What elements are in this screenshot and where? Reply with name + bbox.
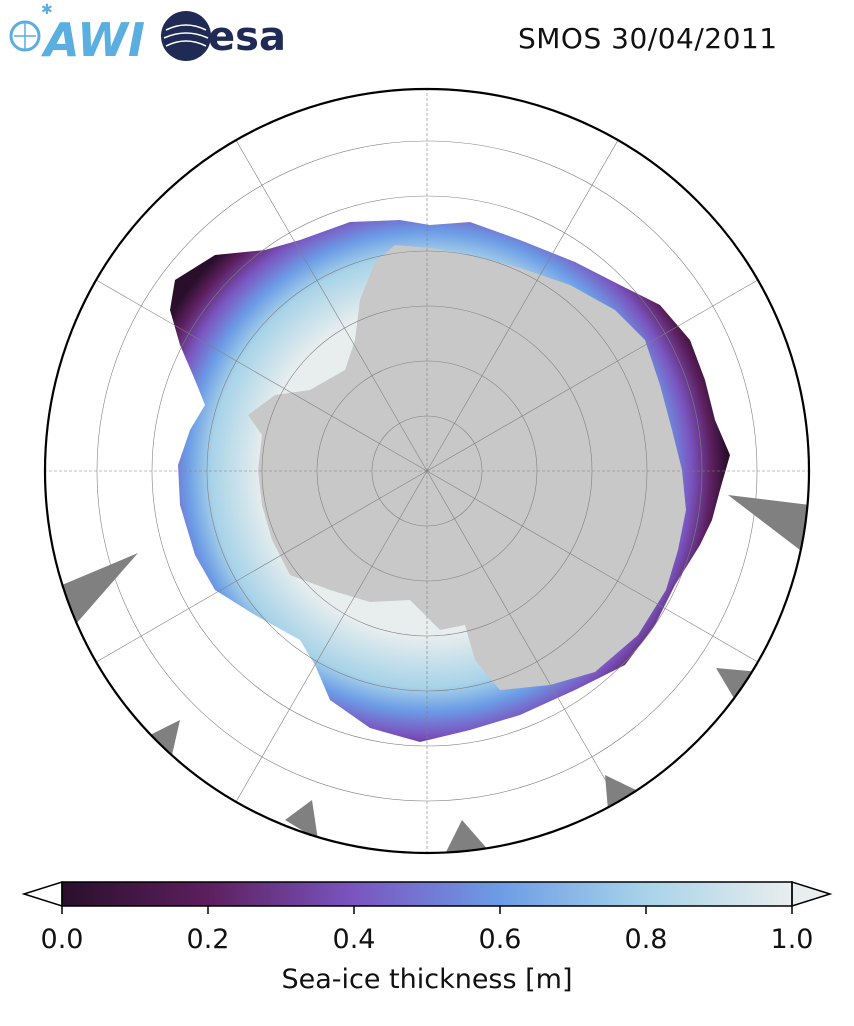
masked-regions (62, 495, 809, 852)
svg-text:AWI: AWI (41, 13, 145, 67)
svg-text:✱: ✱ (41, 2, 53, 18)
header-logos: ✱ AWI esa (9, 2, 286, 67)
graticule-meridian (96, 470, 428, 663)
graticule-meridian (426, 470, 758, 663)
antarctica-land (248, 245, 686, 690)
colorbar-tick-label: 0.6 (478, 924, 522, 955)
polar-map (43, 87, 811, 855)
graticule-meridian (426, 470, 619, 802)
graticule-meridian (96, 279, 428, 472)
colorbar (21, 880, 833, 914)
map-boundary (43, 87, 811, 855)
esa-logo: esa (161, 11, 286, 61)
graticule-meridian (235, 470, 428, 802)
colorbar-tick-label: 0.4 (332, 924, 376, 955)
date-title: SMOS 30/04/2011 (518, 22, 778, 55)
colorbar-tick-label: 0.0 (40, 924, 84, 955)
graticule-meridian (235, 140, 428, 472)
colorbar-label: Sea-ice thickness [m] (281, 964, 573, 995)
colorbar-min-extension (21, 880, 63, 908)
graticule (45, 89, 809, 853)
awi-logo: ✱ AWI (9, 2, 145, 67)
colorbar-tick-label: 1.0 (770, 924, 814, 955)
svg-text:esa: esa (208, 14, 286, 60)
colorbar-max-extension (791, 880, 833, 908)
colorbar-ticks (61, 906, 793, 914)
colorbar-tick-label: 0.8 (624, 924, 668, 955)
colorbar-gradient (62, 882, 792, 906)
colorbar-tick-label: 0.2 (186, 924, 230, 955)
graticule-meridian (426, 140, 619, 472)
graticule-meridian (426, 279, 758, 472)
